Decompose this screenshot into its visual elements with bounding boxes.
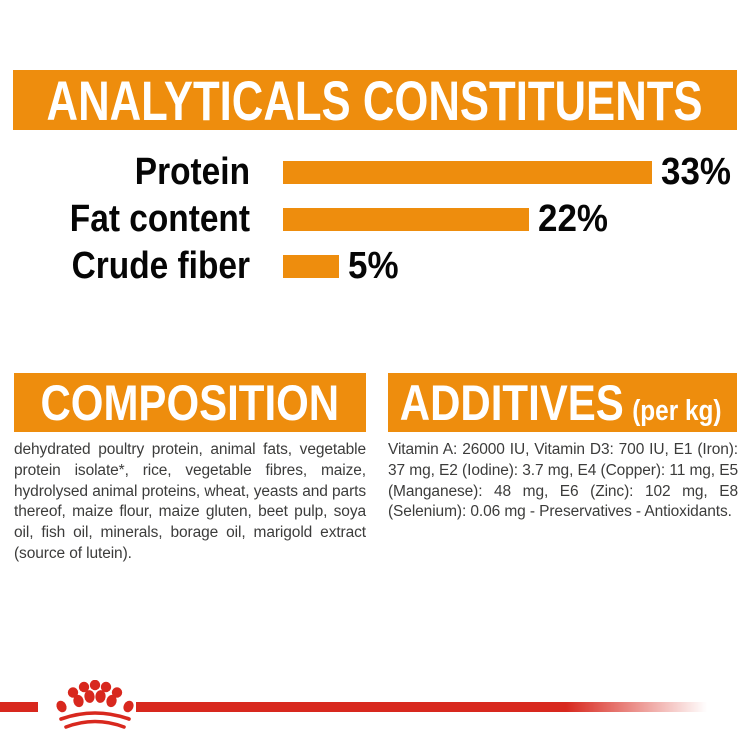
royal-canin-crown-icon	[56, 680, 134, 729]
bar-value-fat-content: 22%	[538, 198, 608, 240]
footer-rule-left	[0, 702, 38, 712]
additives-title-line: ADDITIVES (per kg)	[388, 374, 722, 432]
bar-label-protein: Protein	[134, 151, 250, 193]
bar-value-crude-fiber: 5%	[348, 245, 399, 287]
additives-banner: ADDITIVES (per kg)	[388, 373, 737, 432]
composition-body: dehydrated poultry protein, animal fats,…	[14, 441, 366, 562]
analyticals-constituents-title: ANALYTICALS CONSTITUENTS	[46, 68, 704, 132]
composition-title: COMPOSITION	[40, 374, 340, 431]
chart-row-protein: Protein 33%	[0, 149, 750, 196]
bar-fat-content	[283, 208, 529, 231]
composition-banner: COMPOSITION	[14, 373, 366, 432]
additives-title: ADDITIVES	[399, 374, 624, 431]
analyticals-constituents-banner: ANALYTICALS CONSTITUENTS	[13, 68, 737, 132]
additives-body: Vitamin A: 26000 IU, Vitamin D3: 700 IU,…	[388, 441, 738, 521]
additives-per-kg-label: (per kg)	[632, 394, 722, 427]
bar-value-protein: 33%	[661, 151, 731, 193]
footer-rule-main	[136, 702, 750, 712]
chart-row-crude-fiber: Crude fiber 5%	[0, 243, 750, 290]
bar-crude-fiber	[283, 255, 339, 278]
bar-label-fat-content: Fat content	[69, 198, 250, 240]
bar-label-crude-fiber: Crude fiber	[71, 245, 250, 287]
bar-protein	[283, 161, 652, 184]
chart-row-fat-content: Fat content 22%	[0, 196, 750, 243]
